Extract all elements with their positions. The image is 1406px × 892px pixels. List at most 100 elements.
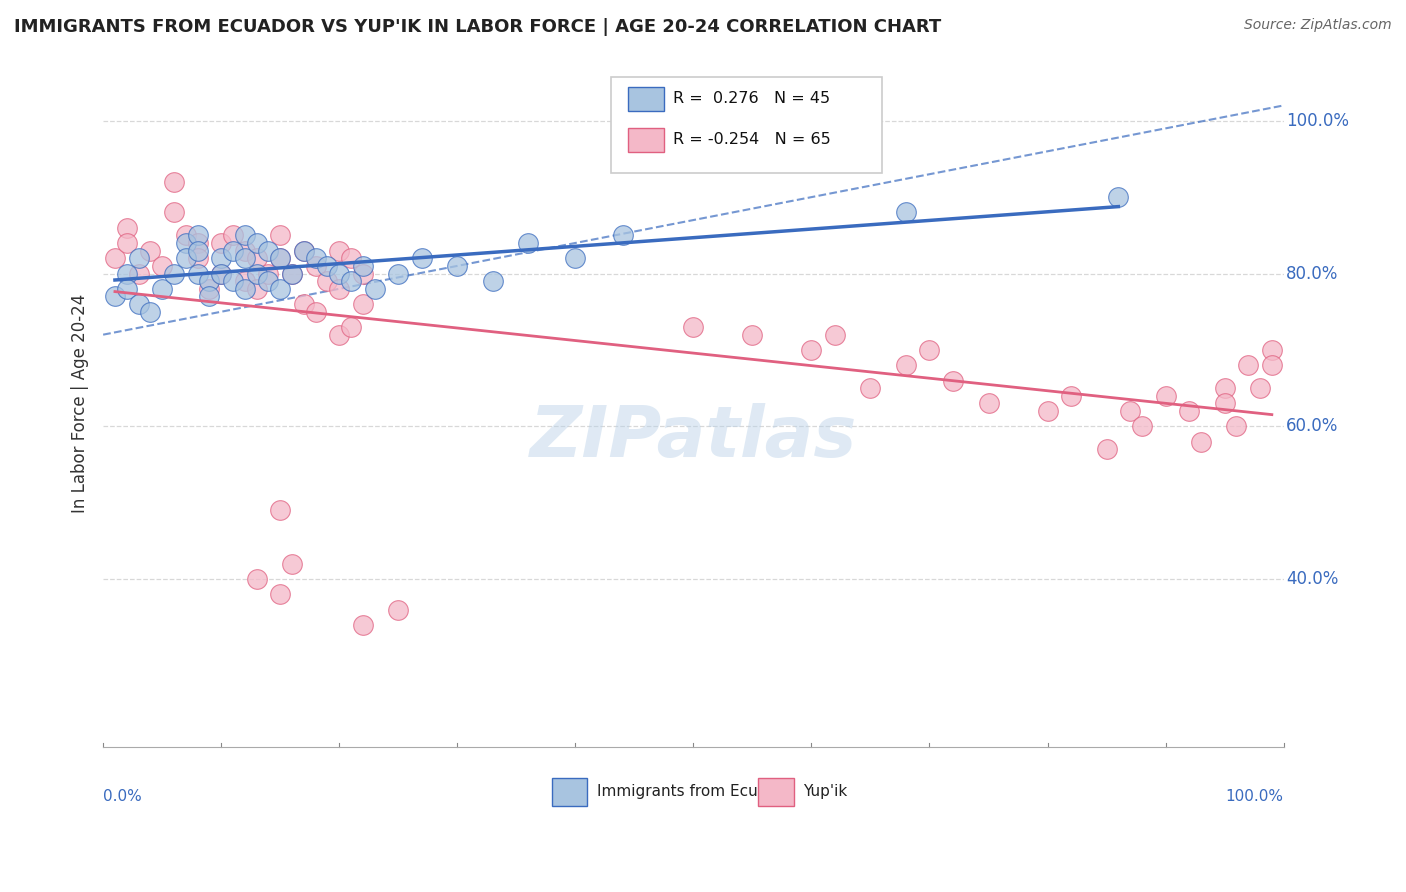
- Point: [187, 228, 209, 243]
- Text: 0.0%: 0.0%: [103, 789, 142, 804]
- Point: [246, 235, 269, 250]
- Point: [198, 274, 221, 288]
- Point: [209, 235, 232, 250]
- Point: [233, 244, 256, 258]
- Point: [269, 282, 291, 296]
- Point: [1213, 381, 1236, 395]
- Text: IMMIGRANTS FROM ECUADOR VS YUP'IK IN LABOR FORCE | AGE 20-24 CORRELATION CHART: IMMIGRANTS FROM ECUADOR VS YUP'IK IN LAB…: [14, 18, 941, 36]
- Point: [824, 327, 846, 342]
- Point: [222, 228, 245, 243]
- Point: [328, 244, 350, 258]
- Point: [269, 587, 291, 601]
- FancyBboxPatch shape: [610, 77, 883, 173]
- Point: [304, 259, 326, 273]
- Point: [222, 274, 245, 288]
- Point: [942, 374, 965, 388]
- Point: [1225, 419, 1247, 434]
- Text: ZIPatlas: ZIPatlas: [530, 403, 858, 472]
- Point: [316, 259, 339, 273]
- Point: [104, 289, 127, 303]
- Point: [340, 274, 363, 288]
- Point: [139, 304, 162, 318]
- Point: [1261, 358, 1284, 372]
- Point: [150, 259, 173, 273]
- Point: [1154, 389, 1177, 403]
- Point: [246, 282, 269, 296]
- Point: [352, 297, 374, 311]
- Point: [269, 252, 291, 266]
- Text: 60.0%: 60.0%: [1286, 417, 1339, 435]
- Text: Immigrants from Ecuador: Immigrants from Ecuador: [596, 784, 792, 799]
- Point: [304, 304, 326, 318]
- Point: [411, 252, 433, 266]
- Point: [281, 267, 304, 281]
- Point: [257, 267, 280, 281]
- Point: [233, 282, 256, 296]
- Point: [209, 252, 232, 266]
- Point: [257, 244, 280, 258]
- Point: [222, 244, 245, 258]
- Point: [1261, 343, 1284, 357]
- Point: [517, 235, 540, 250]
- Point: [741, 327, 763, 342]
- Point: [198, 289, 221, 303]
- FancyBboxPatch shape: [628, 128, 664, 153]
- Point: [328, 267, 350, 281]
- Point: [269, 228, 291, 243]
- Point: [128, 252, 150, 266]
- Point: [115, 235, 138, 250]
- Point: [281, 557, 304, 571]
- Text: R =  0.276   N = 45: R = 0.276 N = 45: [673, 91, 831, 105]
- Point: [139, 244, 162, 258]
- Point: [1130, 419, 1153, 434]
- Point: [198, 282, 221, 296]
- FancyBboxPatch shape: [758, 778, 794, 805]
- Point: [187, 252, 209, 266]
- Point: [1249, 381, 1271, 395]
- Text: 100.0%: 100.0%: [1286, 112, 1348, 129]
- Text: 40.0%: 40.0%: [1286, 570, 1339, 588]
- Point: [446, 259, 468, 273]
- Point: [1036, 404, 1059, 418]
- Point: [1107, 190, 1129, 204]
- Text: Yup'ik: Yup'ik: [803, 784, 848, 799]
- Point: [1060, 389, 1083, 403]
- Point: [1178, 404, 1201, 418]
- Point: [292, 244, 315, 258]
- Point: [800, 343, 823, 357]
- FancyBboxPatch shape: [551, 778, 588, 805]
- Point: [246, 267, 269, 281]
- Text: Source: ZipAtlas.com: Source: ZipAtlas.com: [1244, 18, 1392, 32]
- FancyBboxPatch shape: [628, 87, 664, 112]
- Point: [269, 252, 291, 266]
- Point: [209, 267, 232, 281]
- Point: [187, 244, 209, 258]
- Point: [859, 381, 882, 395]
- Point: [233, 252, 256, 266]
- Point: [269, 503, 291, 517]
- Point: [174, 235, 197, 250]
- Point: [363, 282, 385, 296]
- Point: [115, 220, 138, 235]
- Point: [174, 252, 197, 266]
- Point: [104, 252, 127, 266]
- Point: [977, 396, 1000, 410]
- Point: [163, 267, 186, 281]
- Point: [316, 274, 339, 288]
- Point: [187, 235, 209, 250]
- Point: [174, 228, 197, 243]
- Point: [1237, 358, 1260, 372]
- Point: [1119, 404, 1142, 418]
- Point: [328, 282, 350, 296]
- Point: [187, 267, 209, 281]
- Point: [918, 343, 941, 357]
- Point: [1189, 434, 1212, 449]
- Point: [328, 327, 350, 342]
- Point: [1213, 396, 1236, 410]
- Point: [233, 228, 256, 243]
- Point: [612, 228, 634, 243]
- Point: [163, 175, 186, 189]
- Point: [481, 274, 503, 288]
- Point: [352, 618, 374, 632]
- Text: 100.0%: 100.0%: [1226, 789, 1284, 804]
